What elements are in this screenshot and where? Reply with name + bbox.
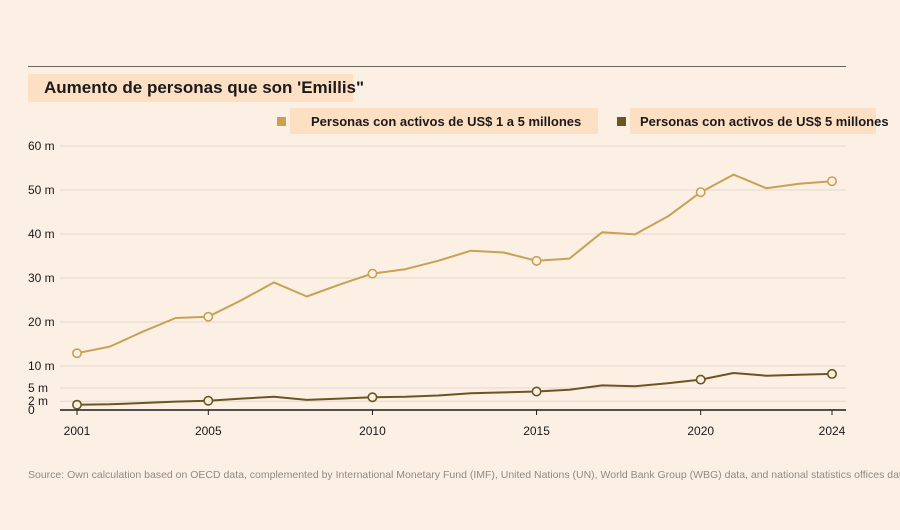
x-tick-label-0: 2001 (64, 424, 91, 438)
source-note: Source: Own calculation based on OECD da… (28, 469, 900, 481)
legend-swatch-series-2 (617, 117, 626, 126)
chart-title: Aumento de personas que son 'Emillis" (44, 78, 365, 97)
legend-item-1-background (290, 108, 598, 134)
series-1-marker-5 (826, 176, 837, 187)
legend-swatch-series-1 (277, 117, 286, 126)
y-tick-label-2: 5 m (28, 381, 48, 395)
series-1-marker-1 (203, 311, 214, 322)
y-tick-label-8: 60 m (28, 139, 55, 153)
y-tick-label-1: 2 m (28, 394, 48, 408)
series-2-marker-0 (72, 399, 83, 410)
x-tick-label-3: 2015 (523, 424, 550, 438)
y-tick-label-0: 0 (28, 403, 35, 417)
x-tick-label-2: 2010 (359, 424, 386, 438)
top-rule (28, 66, 846, 67)
series-2-line (76, 372, 833, 406)
title-background (28, 74, 353, 102)
series-1-marker-0 (72, 348, 83, 359)
series-2-marker-5 (826, 368, 837, 379)
y-tick-label-3: 10 m (28, 359, 55, 373)
series-1-marker-2 (367, 268, 378, 279)
y-tick-label-7: 50 m (28, 183, 55, 197)
series-1-line (76, 173, 833, 355)
y-tick-label-4: 20 m (28, 315, 55, 329)
x-tick-label-4: 2020 (687, 424, 714, 438)
series-1-marker-3 (531, 255, 542, 266)
legend-label-series-2: Personas con activos de US$ 5 millones (640, 114, 889, 129)
x-tick-label-5: 2024 (819, 424, 846, 438)
series-1-marker-4 (695, 187, 706, 198)
series-2-marker-3 (531, 386, 542, 397)
legend-item-2-background (630, 108, 876, 134)
x-tick-label-1: 2005 (195, 424, 222, 438)
y-tick-label-6: 40 m (28, 227, 55, 241)
series-2-marker-2 (367, 392, 378, 403)
series-2-marker-1 (203, 395, 214, 406)
y-tick-label-5: 30 m (28, 271, 55, 285)
legend-label-series-1: Personas con activos de US$ 1 a 5 millon… (311, 114, 582, 129)
series-2-marker-4 (695, 374, 706, 385)
